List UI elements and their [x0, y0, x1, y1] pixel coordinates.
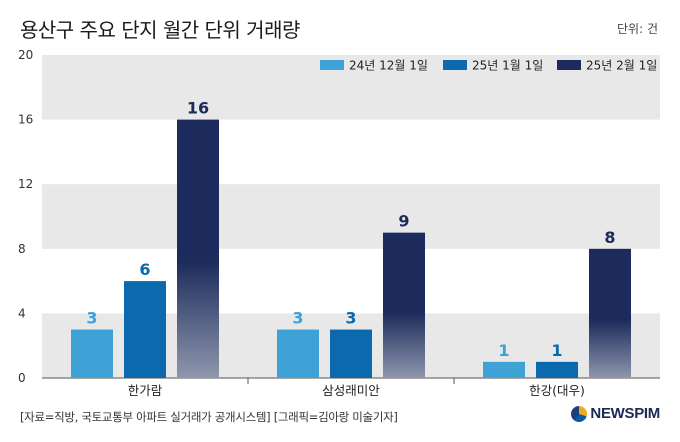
x-category-label: 한가람 — [128, 383, 163, 398]
legend-label: 25년 1월 1일 — [472, 59, 543, 73]
bar-value-label: 1 — [551, 341, 562, 360]
newspim-logo: NEWSPIM — [571, 405, 660, 422]
source-credit: [자료=직방, 국토교통부 아파트 실거래가 공개시스템] [그래픽=김아랑 미… — [20, 410, 398, 424]
y-tick-label: 8 — [18, 242, 26, 256]
bar-value-label: 8 — [604, 228, 615, 247]
y-tick-label: 4 — [18, 306, 26, 320]
newspim-logo-text: NEWSPIM — [590, 405, 660, 422]
legend-label: 24년 12월 1일 — [349, 59, 428, 73]
unit-label: 단위: 건 — [617, 22, 658, 36]
x-category-label: 한강(대우) — [529, 383, 585, 398]
legend-swatch — [443, 60, 467, 70]
bar — [124, 281, 166, 378]
bar-value-label: 9 — [398, 212, 409, 231]
newspim-logo-icon — [571, 405, 588, 422]
bar — [536, 361, 578, 378]
grid-band — [42, 184, 660, 249]
legend-label: 25년 2월 1일 — [586, 59, 657, 73]
chart-title: 용산구 주요 단지 월간 단위 거래량 — [20, 18, 300, 42]
y-tick-label: 20 — [18, 48, 33, 62]
bar — [177, 119, 219, 378]
x-category-label: 삼성래미안 — [322, 383, 380, 398]
bar-value-label: 3 — [345, 309, 356, 328]
y-tick-label: 12 — [18, 177, 33, 191]
legend-swatch — [557, 60, 581, 70]
bar-value-label: 3 — [86, 309, 97, 328]
bar-value-label: 6 — [139, 260, 150, 279]
bar — [589, 248, 631, 378]
bar — [483, 361, 525, 378]
y-tick-label: 16 — [18, 113, 33, 127]
bar-value-label: 1 — [498, 341, 509, 360]
bar — [330, 329, 372, 378]
y-tick-label: 0 — [18, 371, 26, 385]
legend-swatch — [320, 60, 344, 70]
bar-value-label: 3 — [292, 309, 303, 328]
bar-value-label: 16 — [187, 99, 209, 118]
bar — [277, 329, 319, 378]
bar — [383, 232, 425, 378]
bar — [71, 329, 113, 378]
